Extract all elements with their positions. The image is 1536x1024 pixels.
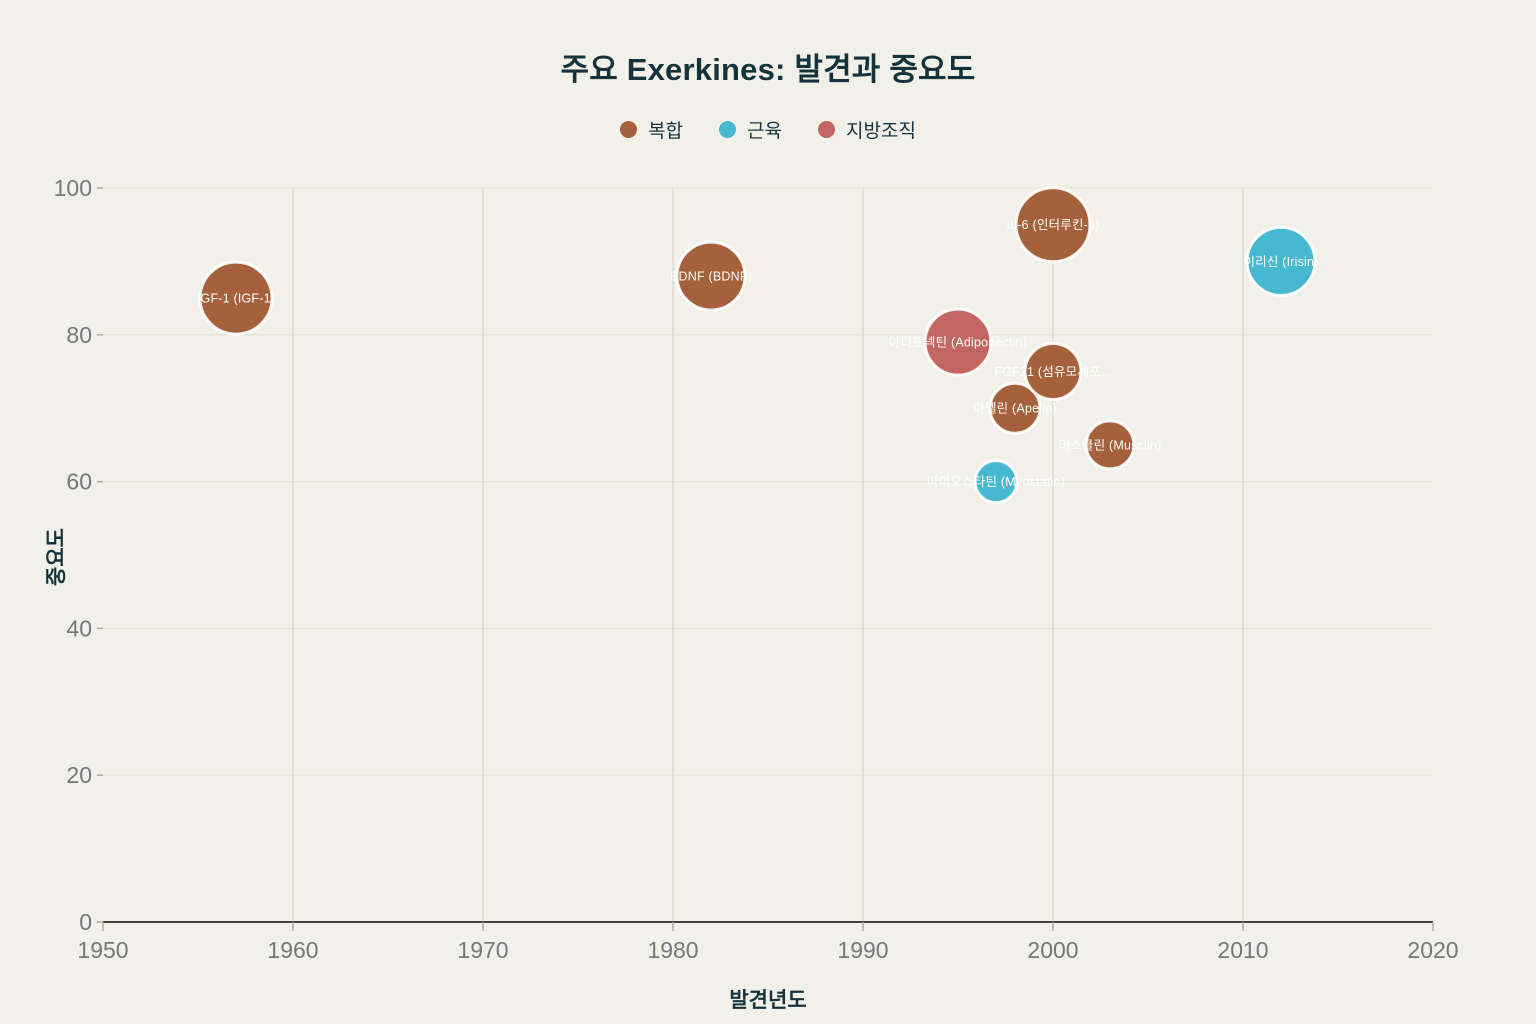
bubble-복합-5[interactable] bbox=[1014, 186, 1092, 264]
y-tick-label: 80 bbox=[66, 322, 92, 348]
bubble-근육-8[interactable] bbox=[1245, 225, 1317, 297]
y-tick-label: 0 bbox=[79, 909, 92, 935]
legend-label: 복합 bbox=[648, 121, 684, 142]
legend-dot-icon bbox=[818, 121, 835, 138]
x-tick-label: 1990 bbox=[837, 937, 888, 963]
bubble-복합-6[interactable] bbox=[1023, 342, 1083, 401]
bubble-label: 아디포넥틴 (Adiponectin) bbox=[889, 336, 1027, 350]
chart-title: 주요 Exerkines: 발견과 중요도 bbox=[560, 52, 976, 87]
legend-item-근육[interactable]: 근육 bbox=[719, 116, 782, 143]
bubble-label: BDNF (BDNF) bbox=[670, 270, 752, 284]
bubble-label: 아펠린 (Apelin) bbox=[973, 402, 1056, 416]
x-tick-label: 2000 bbox=[1027, 937, 1078, 963]
x-tick-label: 2010 bbox=[1217, 937, 1268, 963]
legend-item-지방조직[interactable]: 지방조직 bbox=[818, 116, 916, 143]
x-tick-label: 1970 bbox=[457, 937, 508, 963]
bubble-label: 이리신 (Irisin) bbox=[1243, 255, 1318, 269]
bubble-label: IL-6 (인터루킨-6) bbox=[1006, 218, 1099, 232]
y-tick-label: 60 bbox=[66, 469, 92, 495]
bubble-근육-3[interactable] bbox=[973, 459, 1019, 505]
y-tick-label: 100 bbox=[54, 175, 92, 201]
bubble-복합-4[interactable] bbox=[988, 381, 1042, 435]
legend-label: 지방조직 bbox=[846, 121, 916, 142]
legend-dot-icon bbox=[719, 121, 737, 138]
legend-label: 근육 bbox=[747, 121, 782, 142]
y-tick-label: 20 bbox=[66, 762, 92, 788]
y-axis-title: 중요도 bbox=[45, 528, 68, 586]
legend-dot-icon bbox=[620, 121, 638, 138]
bubble-label: IGF-1 (IGF-1) bbox=[197, 292, 275, 306]
x-tick-label: 1980 bbox=[647, 937, 698, 963]
bubble-복합-7[interactable] bbox=[1084, 419, 1136, 471]
bubble-복합-1[interactable] bbox=[675, 240, 747, 312]
bubble-label: 마이오스타틴 (Myostatin) bbox=[927, 475, 1065, 489]
bubble-label: 머스클린 (Musclin) bbox=[1059, 438, 1162, 452]
bubble-복합-0[interactable] bbox=[198, 260, 274, 336]
legend-item-복합[interactable]: 복합 bbox=[620, 116, 683, 143]
x-tick-label: 2020 bbox=[1407, 937, 1458, 963]
x-tick-label: 1950 bbox=[77, 937, 128, 963]
legend: 복합 근육 지방조직 bbox=[0, 116, 1536, 143]
bubble-지방조직-2[interactable] bbox=[923, 307, 993, 377]
bubble-label: FGF21 (섬유모세포... bbox=[994, 365, 1111, 379]
x-tick-label: 1960 bbox=[267, 937, 318, 963]
x-axis-title: 발견년도 bbox=[729, 989, 807, 1012]
y-tick-label: 40 bbox=[66, 615, 92, 641]
